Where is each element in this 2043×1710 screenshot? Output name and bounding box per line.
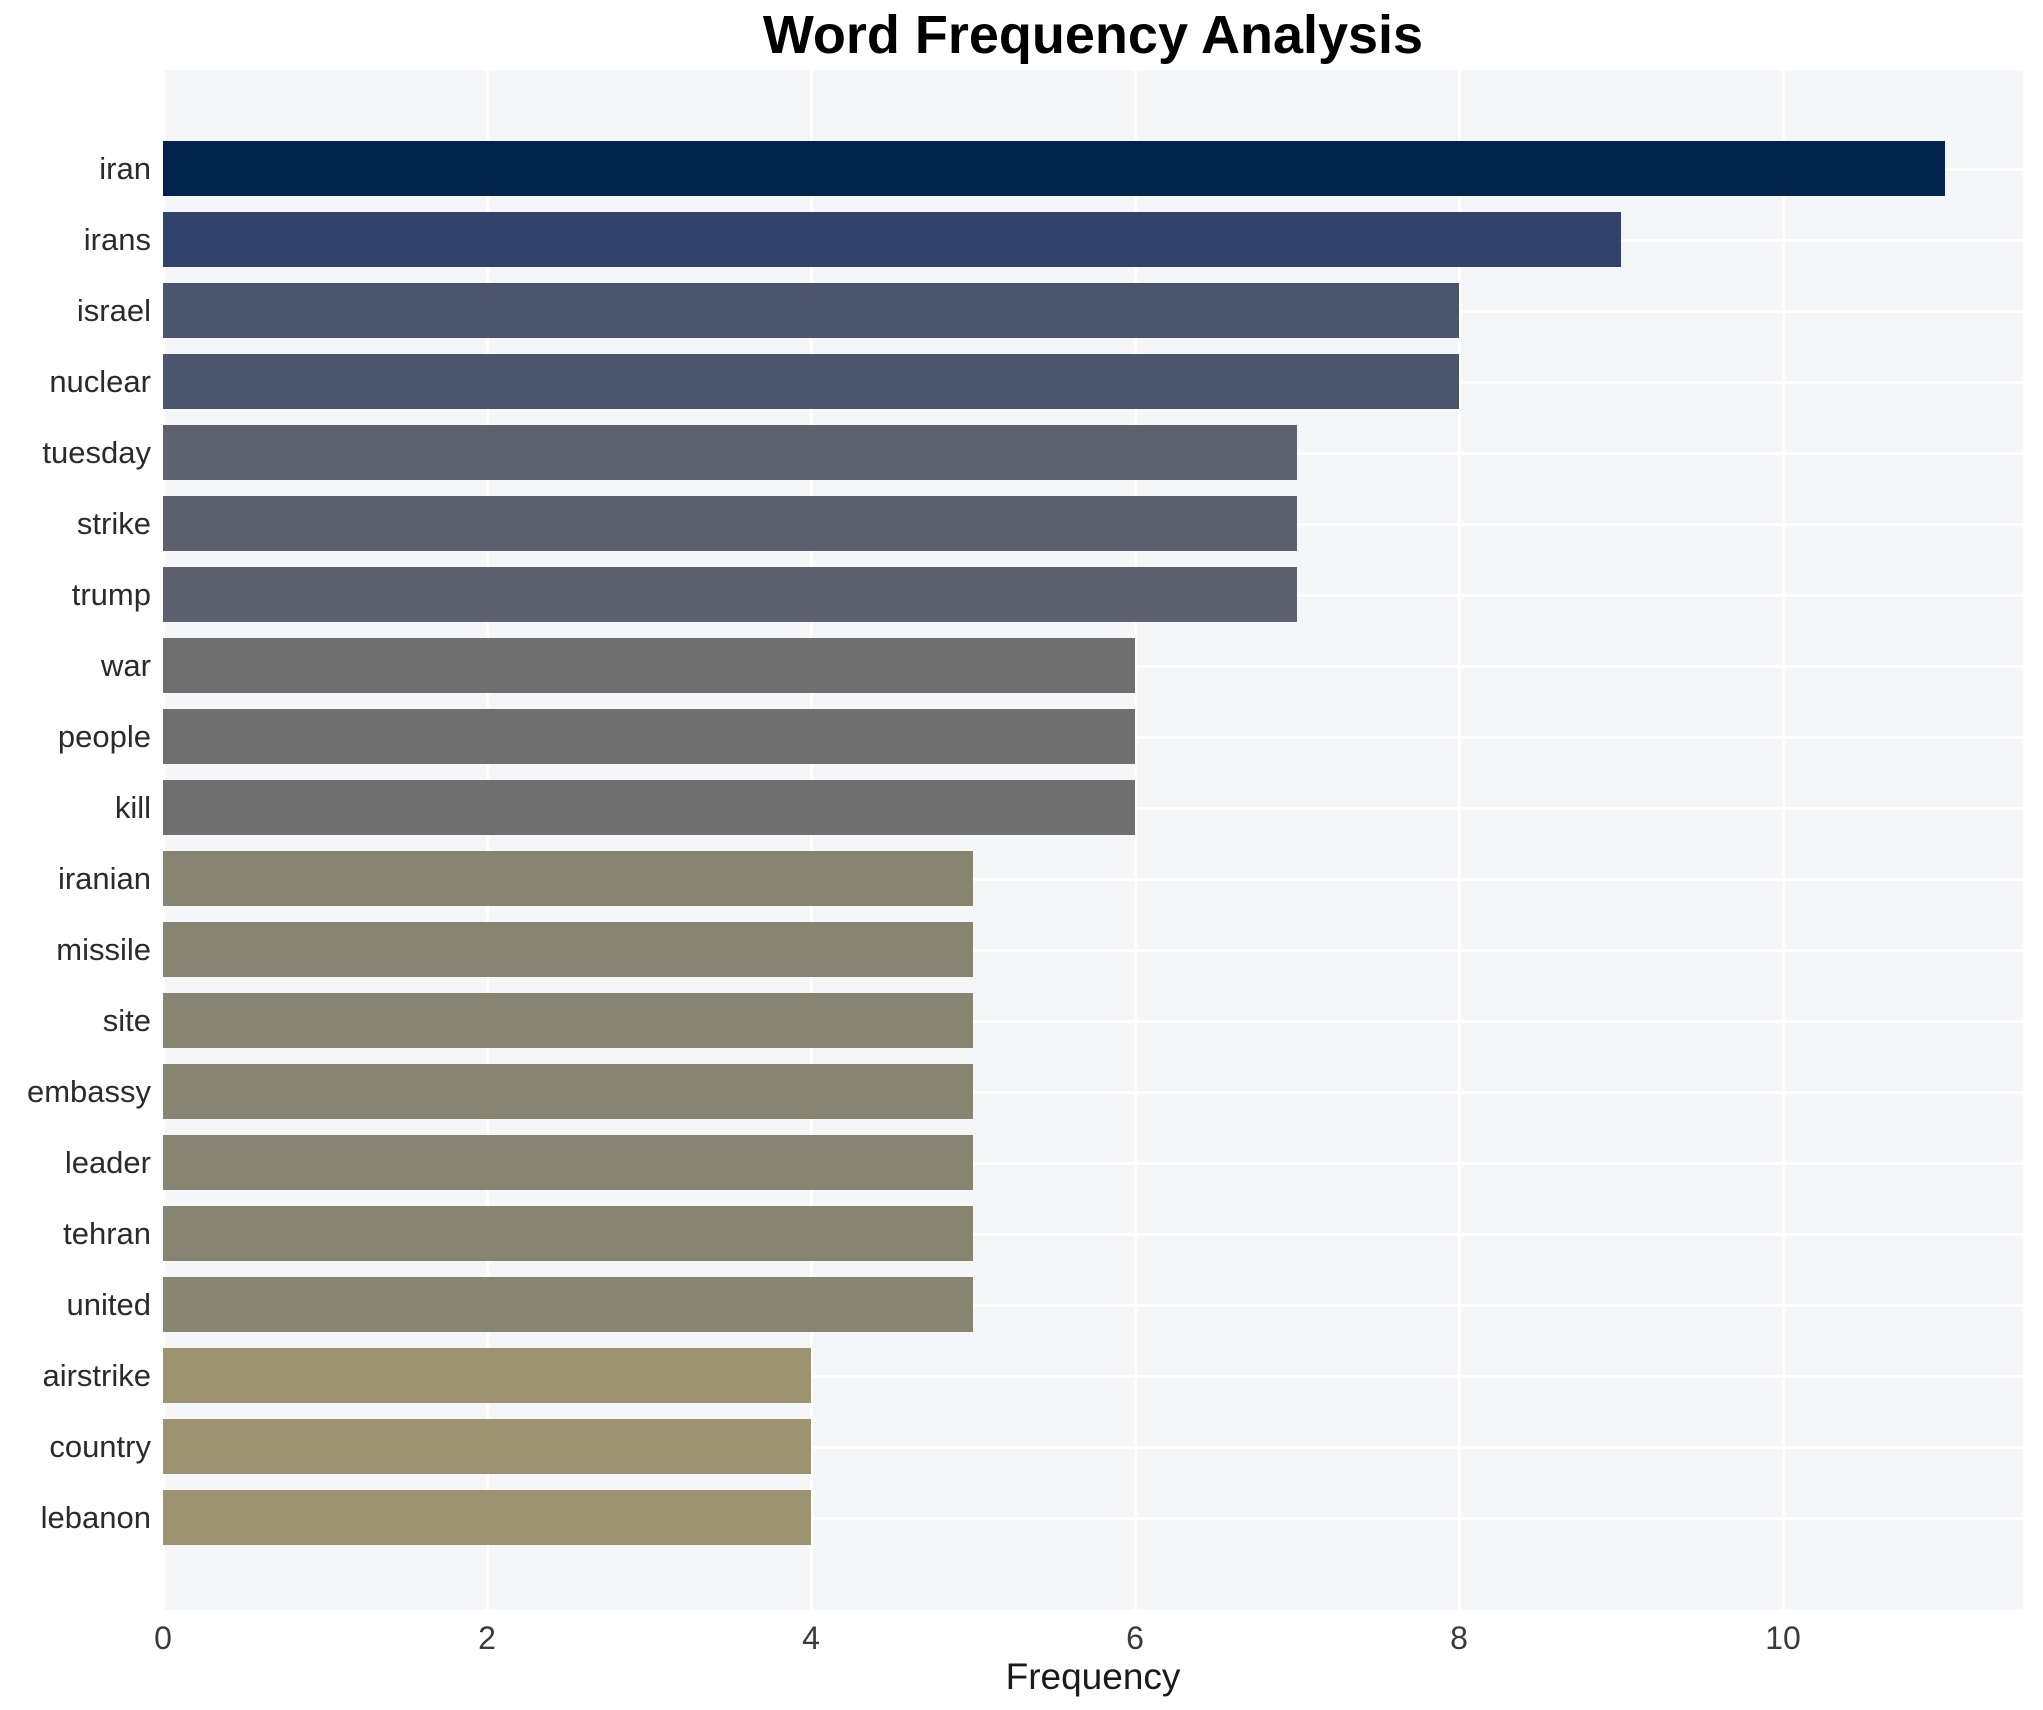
bar-airstrike xyxy=(163,1348,811,1403)
chart-title: Word Frequency Analysis xyxy=(762,5,1424,65)
vertical-gridline xyxy=(1458,70,1461,1610)
y-tick-label-iranian: iranian xyxy=(57,860,151,896)
horizontal-gridline xyxy=(163,1516,2023,1520)
bar-irans xyxy=(163,212,1621,267)
y-tick-label-site: site xyxy=(102,1002,151,1038)
horizontal-gridline xyxy=(163,1161,2023,1165)
y-tick-label-strike: strike xyxy=(76,505,151,541)
vertical-gridline xyxy=(1134,70,1137,1610)
bar-iranian xyxy=(163,851,973,906)
horizontal-gridline xyxy=(163,1374,2023,1378)
x-tick-label-8: 8 xyxy=(1450,1620,1468,1656)
x-tick-label-2: 2 xyxy=(478,1620,496,1656)
bar-tuesday xyxy=(163,425,1297,480)
bar-country xyxy=(163,1419,811,1474)
y-tick-label-war: war xyxy=(101,647,151,683)
horizontal-gridline xyxy=(163,1445,2023,1449)
bar-strike xyxy=(163,496,1297,551)
y-tick-label-nuclear: nuclear xyxy=(49,363,151,399)
bar-trump xyxy=(163,567,1297,622)
horizontal-gridline xyxy=(163,1090,2023,1094)
bar-united xyxy=(163,1277,973,1332)
bar-missile xyxy=(163,922,973,977)
bar-tehran xyxy=(163,1206,973,1261)
plot-area xyxy=(162,70,2023,1610)
y-tick-label-missile: missile xyxy=(56,931,151,967)
bar-leader xyxy=(163,1135,973,1190)
x-tick-label-4: 4 xyxy=(802,1620,820,1656)
y-tick-label-israel: israel xyxy=(76,292,151,328)
y-tick-label-tuesday: tuesday xyxy=(42,434,151,470)
y-tick-label-trump: trump xyxy=(71,576,151,612)
horizontal-gridline xyxy=(163,1019,2023,1023)
x-tick-label-10: 10 xyxy=(1765,1620,1801,1656)
horizontal-gridline xyxy=(163,1303,2023,1307)
bar-nuclear xyxy=(163,354,1459,409)
y-tick-label-kill: kill xyxy=(114,789,151,825)
y-tick-label-tehran: tehran xyxy=(63,1215,151,1251)
y-tick-label-irans: irans xyxy=(83,221,151,257)
bar-embassy xyxy=(163,1064,973,1119)
bar-lebanon xyxy=(163,1490,811,1545)
vertical-gridline xyxy=(810,70,813,1610)
y-tick-label-country: country xyxy=(49,1428,151,1464)
y-tick-label-united: united xyxy=(66,1286,151,1322)
bar-people xyxy=(163,709,1135,764)
y-tick-label-lebanon: lebanon xyxy=(40,1499,151,1535)
y-tick-label-airstrike: airstrike xyxy=(42,1357,151,1393)
horizontal-gridline xyxy=(163,948,2023,952)
horizontal-gridline xyxy=(163,877,2023,881)
vertical-gridline xyxy=(486,70,489,1610)
y-tick-label-leader: leader xyxy=(64,1144,151,1180)
y-tick-label-iran: iran xyxy=(99,150,151,186)
vertical-gridline xyxy=(1782,70,1785,1610)
horizontal-gridline xyxy=(163,1232,2023,1236)
x-axis-title: Frequency xyxy=(1005,1656,1181,1697)
bar-israel xyxy=(163,283,1459,338)
vertical-gridline xyxy=(162,70,165,1610)
y-tick-label-embassy: embassy xyxy=(26,1073,151,1109)
y-tick-label-people: people xyxy=(57,718,151,754)
x-tick-label-0: 0 xyxy=(154,1620,172,1656)
bar-site xyxy=(163,993,973,1048)
bar-war xyxy=(163,638,1135,693)
x-tick-label-6: 6 xyxy=(1126,1620,1144,1656)
bar-iran xyxy=(163,141,1945,196)
bar-kill xyxy=(163,780,1135,835)
